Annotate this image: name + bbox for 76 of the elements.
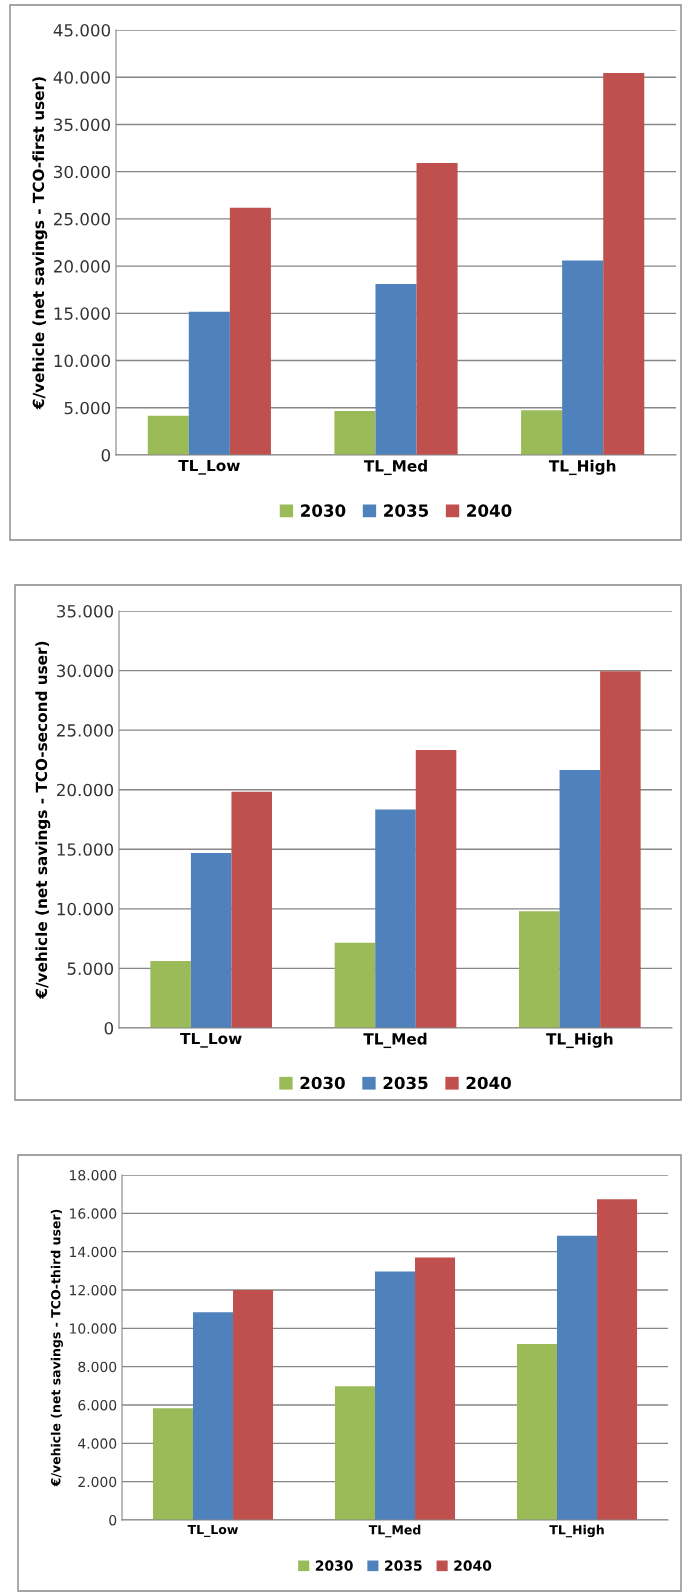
bar bbox=[519, 911, 560, 1028]
y-tick-label: 15.000 bbox=[57, 843, 114, 856]
bar bbox=[521, 410, 563, 455]
legend-label: 2030 bbox=[315, 1560, 353, 1571]
bar bbox=[190, 853, 232, 1028]
y-tick-label: 25.000 bbox=[57, 724, 114, 737]
y-tick-label: 10.000 bbox=[54, 354, 111, 368]
bar bbox=[188, 311, 230, 455]
bar bbox=[334, 1386, 375, 1520]
y-tick-label: 2.000 bbox=[78, 1476, 117, 1488]
legend-label: 2030 bbox=[300, 1076, 345, 1090]
bar bbox=[603, 72, 645, 455]
y-tick-label: 12.000 bbox=[70, 1284, 117, 1296]
y-tick-label: 0 bbox=[101, 448, 111, 462]
y-tick-label: 0 bbox=[104, 1021, 114, 1035]
y-tick-label: 10.000 bbox=[70, 1323, 117, 1334]
y-tick-label: 4.000 bbox=[78, 1438, 117, 1449]
legend-label: 2040 bbox=[466, 1076, 511, 1090]
y-tick-label: 20.000 bbox=[57, 783, 114, 797]
y-tick-label: 40.000 bbox=[53, 71, 111, 84]
legend-label: 2040 bbox=[454, 1560, 492, 1571]
bar bbox=[231, 791, 272, 1028]
y-tick-label: 14.000 bbox=[70, 1246, 117, 1258]
y-tick-label: 35.000 bbox=[57, 604, 114, 618]
bar bbox=[416, 162, 458, 455]
bar bbox=[334, 411, 376, 455]
legend-label: 2030 bbox=[301, 504, 346, 517]
bar bbox=[147, 415, 189, 455]
y-tick-label: 16.000 bbox=[70, 1208, 117, 1219]
y-tick-label: 5.000 bbox=[64, 401, 111, 415]
y-tick-label: 25.000 bbox=[54, 212, 111, 226]
legend-label: 2035 bbox=[383, 1076, 428, 1090]
x-tick-label: TL_High bbox=[546, 1032, 613, 1049]
x-tick-label: TL_Med bbox=[363, 1032, 427, 1049]
y-tick-label: 35.000 bbox=[54, 118, 111, 132]
x-tick-label: TL_Med bbox=[368, 1524, 421, 1538]
x-tick-label: TL_High bbox=[548, 459, 616, 476]
bar bbox=[415, 749, 457, 1028]
bar bbox=[233, 1290, 274, 1520]
x-tick-label: TL_Low bbox=[178, 459, 240, 475]
y-tick-label: 10.000 bbox=[57, 902, 114, 916]
y-axis-title: €/vehicle (net savings - TCO-first user) bbox=[32, 77, 48, 410]
bar bbox=[556, 1235, 598, 1520]
x-tick-label: TL_Low bbox=[180, 1032, 242, 1048]
legend-label: 2040 bbox=[467, 504, 512, 517]
y-tick-label: 18.000 bbox=[70, 1169, 117, 1181]
x-tick-label: TL_Low bbox=[187, 1524, 238, 1537]
y-tick-label: 15.000 bbox=[54, 307, 111, 320]
bar bbox=[600, 671, 641, 1028]
bar bbox=[597, 1199, 638, 1520]
y-tick-label: 5.000 bbox=[67, 962, 114, 975]
bar bbox=[334, 942, 376, 1028]
y-tick-label: 30.000 bbox=[54, 165, 111, 179]
y-tick-label: 8.000 bbox=[78, 1361, 117, 1373]
legend-label: 2035 bbox=[384, 504, 429, 517]
bar bbox=[152, 1408, 193, 1520]
bar bbox=[192, 1312, 234, 1520]
y-tick-label: 45.000 bbox=[53, 23, 111, 37]
y-tick-label: 0 bbox=[109, 1514, 117, 1526]
x-tick-label: TL_Med bbox=[363, 459, 427, 476]
y-tick-label: 20.000 bbox=[54, 260, 111, 273]
y-axis-title: €/vehicle (net savings - TCO-third user) bbox=[50, 1209, 63, 1487]
bar bbox=[229, 207, 271, 455]
x-tick-label: TL_High bbox=[549, 1524, 604, 1538]
bar bbox=[559, 769, 601, 1028]
bar bbox=[415, 1257, 456, 1520]
y-tick-label: 6.000 bbox=[78, 1399, 117, 1411]
bar bbox=[375, 283, 417, 455]
y-tick-label: 30.000 bbox=[57, 664, 114, 678]
legend-label: 2035 bbox=[385, 1560, 422, 1571]
bar bbox=[374, 1271, 416, 1520]
y-axis-title: €/vehicle (net savings - TCO-second user) bbox=[35, 641, 51, 999]
bar bbox=[375, 809, 416, 1028]
bar bbox=[562, 260, 604, 455]
bar bbox=[516, 1344, 557, 1520]
bar bbox=[150, 961, 191, 1028]
